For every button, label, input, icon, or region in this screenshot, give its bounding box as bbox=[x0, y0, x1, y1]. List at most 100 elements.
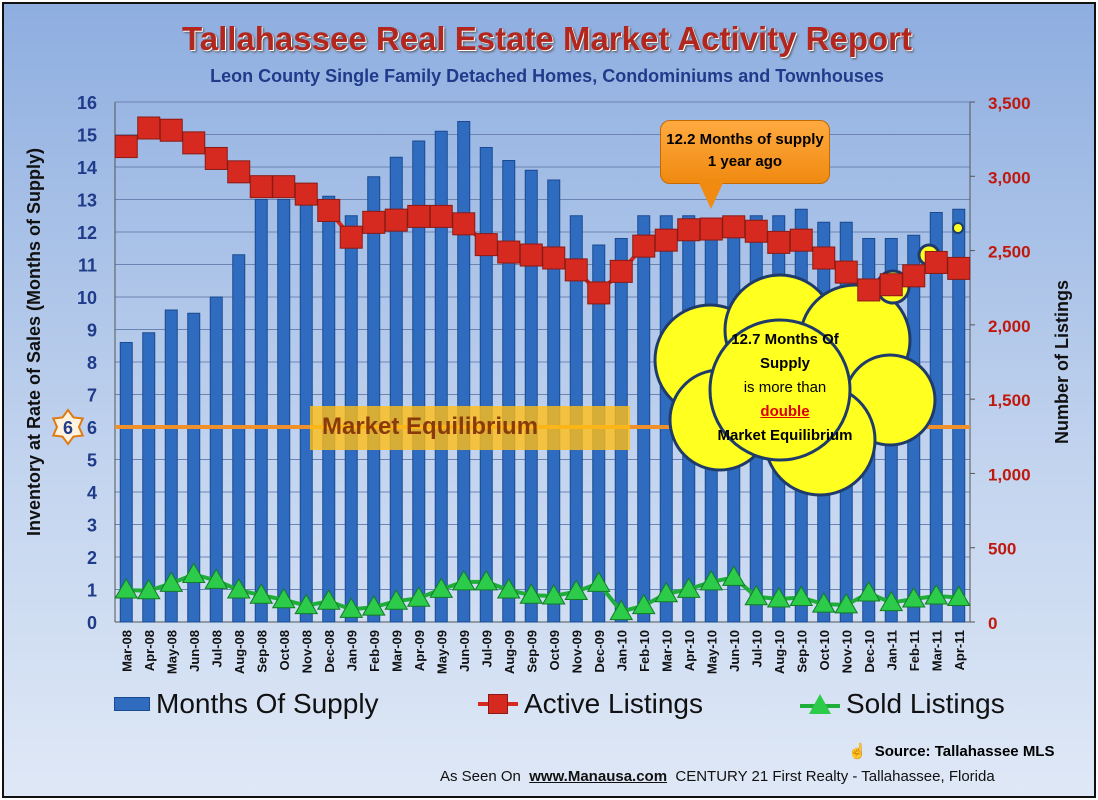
x-tick-label: Apr-10 bbox=[682, 630, 697, 671]
x-tick-label: Aug-08 bbox=[232, 630, 247, 674]
y2-tick-label: 3,000 bbox=[988, 168, 1031, 187]
x-tick-label: Nov-09 bbox=[569, 630, 584, 673]
active-listings-marker bbox=[249, 175, 273, 199]
active-listings-marker bbox=[294, 182, 318, 206]
cloud-line-4: double bbox=[760, 403, 810, 420]
sold-listings-marker bbox=[946, 585, 971, 606]
bar-months-of-supply bbox=[254, 199, 268, 623]
y2-tick-label: 2,000 bbox=[988, 317, 1031, 336]
active-listings-marker bbox=[677, 218, 701, 242]
bar-months-of-supply bbox=[209, 296, 223, 623]
sold-listings-marker bbox=[384, 589, 409, 610]
sold-listings-marker bbox=[451, 569, 476, 591]
x-tick-label: Nov-10 bbox=[839, 630, 854, 673]
sold-listings-marker bbox=[766, 586, 791, 608]
active-listings-marker bbox=[182, 131, 206, 155]
cloud-bubble bbox=[952, 222, 964, 234]
x-tick-label: Oct-09 bbox=[547, 630, 562, 670]
active-listings-marker bbox=[722, 215, 746, 239]
x-tick-label: Mar-11 bbox=[929, 630, 944, 671]
x-tick-label: Oct-10 bbox=[817, 630, 832, 670]
sold-listings-marker bbox=[676, 577, 701, 598]
x-tick-label: Jun-08 bbox=[187, 630, 202, 672]
active-listings-marker bbox=[542, 246, 566, 270]
cloud-line-3: is more than bbox=[743, 379, 827, 396]
sold-listings-marker bbox=[834, 592, 859, 614]
sold-listings-marker bbox=[654, 581, 679, 603]
sold-listings-marker bbox=[316, 589, 341, 610]
bar-months-of-supply bbox=[479, 147, 493, 623]
active-listings-marker bbox=[474, 233, 498, 257]
legend-label: Months Of Supply bbox=[156, 688, 379, 719]
sold-listings-marker bbox=[901, 586, 926, 608]
square-legend-icon bbox=[478, 694, 518, 714]
equilibrium-label: Market Equilibrium bbox=[322, 413, 539, 440]
y-tick-label: 12 bbox=[77, 223, 97, 243]
x-tick-label: May-09 bbox=[434, 630, 449, 674]
active-listings-marker bbox=[654, 228, 678, 252]
bar-months-of-supply bbox=[502, 160, 516, 623]
active-listings-marker bbox=[429, 204, 453, 228]
footer-as-seen-on: As Seen On bbox=[440, 768, 521, 785]
bar-months-of-supply bbox=[952, 208, 966, 623]
active-listings-marker bbox=[767, 230, 791, 254]
sold-listings-marker bbox=[181, 562, 206, 583]
x-tick-label: Sep-10 bbox=[794, 630, 809, 673]
y-tick-label: 16 bbox=[77, 93, 97, 113]
sold-listings-marker bbox=[361, 595, 386, 616]
x-tick-label: Jun-10 bbox=[727, 630, 742, 672]
chart-title: Tallahassee Real Estate Market Activity … bbox=[182, 20, 912, 57]
bar-months-of-supply bbox=[367, 176, 381, 623]
x-tick-label: Apr-09 bbox=[412, 630, 427, 671]
active-listings-marker bbox=[272, 175, 296, 199]
active-listings-marker bbox=[452, 212, 476, 236]
x-tick-label: Aug-10 bbox=[772, 630, 787, 674]
legend-sold-listings: Sold Listings bbox=[800, 688, 1005, 720]
active-listings-marker bbox=[339, 225, 363, 249]
x-tick-label: Sep-09 bbox=[524, 630, 539, 673]
callout-text: 12.2 Months of supply 1 year ago bbox=[666, 131, 824, 170]
footer-site-link[interactable]: www.Manausa.com bbox=[529, 768, 668, 785]
y-tick-label: 11 bbox=[78, 256, 97, 276]
x-tick-label: Jan-11 bbox=[884, 630, 899, 670]
equilibrium-label-box bbox=[310, 406, 630, 450]
y-axis-title: Inventory at Rate of Sales (Months of Su… bbox=[24, 148, 44, 536]
bar-months-of-supply bbox=[434, 130, 448, 623]
active-listings-marker bbox=[317, 198, 341, 222]
active-listings-marker bbox=[609, 259, 633, 283]
hand-pointer-icon: ☝ bbox=[848, 743, 867, 760]
chart-subtitle: Leon County Single Family Detached Homes… bbox=[210, 66, 884, 86]
x-tick-label: Feb-09 bbox=[367, 630, 382, 672]
bar-months-of-supply bbox=[187, 312, 201, 623]
y2-tick-label: 500 bbox=[988, 540, 1016, 559]
active-listings-marker bbox=[587, 281, 611, 305]
x-tick-label: Apr-11 bbox=[952, 630, 967, 670]
footer-company: CENTURY 21 First Realty - Tallahassee, F… bbox=[675, 768, 995, 785]
active-listings-marker bbox=[699, 217, 723, 241]
active-listings-marker bbox=[362, 210, 386, 234]
legend-active-listings: Active Listings bbox=[478, 688, 703, 720]
sold-listings-marker bbox=[564, 579, 589, 601]
legend-label: Sold Listings bbox=[846, 688, 1005, 719]
cloud-text: 12.7 Months Of Supply is more than doubl… bbox=[670, 328, 900, 448]
bar-months-of-supply bbox=[164, 309, 178, 623]
y2-tick-label: 1,500 bbox=[988, 391, 1031, 410]
sold-listings-marker bbox=[406, 586, 431, 607]
x-tick-label: Jan-10 bbox=[614, 630, 629, 671]
active-listings-marker bbox=[407, 204, 431, 228]
footer: As Seen On www.Manausa.com CENTURY 21 Fi… bbox=[440, 768, 995, 785]
y-tick-label: 14 bbox=[77, 158, 97, 178]
y2-tick-label: 1,000 bbox=[988, 465, 1031, 484]
sold-listings-marker bbox=[631, 593, 656, 615]
sold-listings-marker bbox=[586, 571, 611, 592]
bar-months-of-supply bbox=[142, 332, 156, 623]
active-listings-marker bbox=[137, 116, 161, 140]
sold-listings-marker bbox=[744, 584, 769, 606]
x-tick-label: Mar-10 bbox=[659, 630, 674, 672]
x-tick-label: Mar-08 bbox=[119, 630, 134, 672]
y-tick-label: 3 bbox=[87, 516, 97, 536]
sold-listings-marker bbox=[924, 584, 949, 605]
x-tick-label: May-10 bbox=[704, 630, 719, 674]
cloud-line-5: Market Equilibrium bbox=[717, 427, 853, 444]
